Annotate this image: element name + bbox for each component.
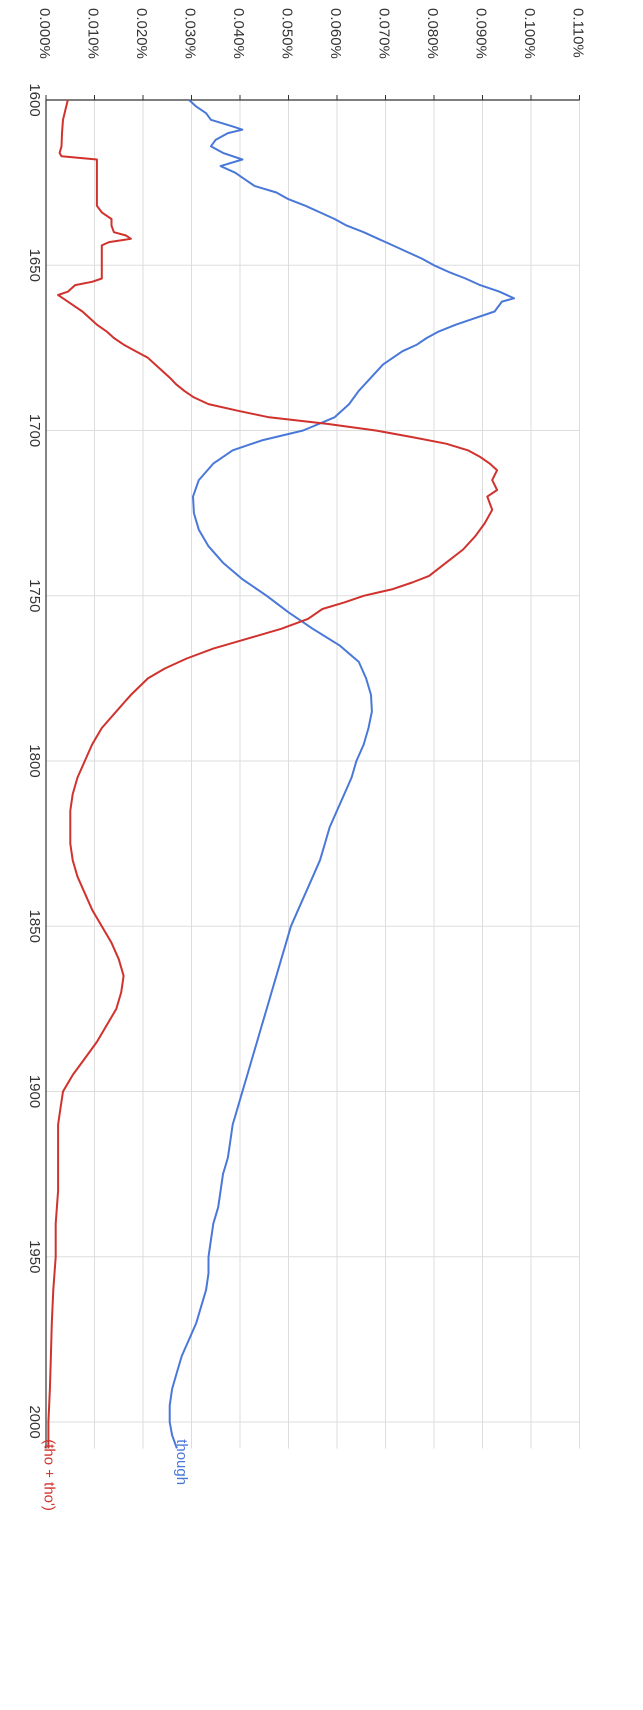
year-tick-label: 1750 [26,579,43,612]
series-lines [47,99,515,1449]
year-tick-label: 1850 [26,910,43,943]
year-tick-label: 1700 [26,414,43,447]
year-tick-label: 1950 [26,1240,43,1273]
year-tick-label: 1900 [26,1075,43,1108]
year-tick-label: 2000 [26,1405,43,1438]
series-line-0 [168,99,515,1449]
value-tick-label: 0.010% [85,8,102,59]
value-tick-label: 0.070% [376,8,393,59]
value-tick-label: 0.020% [133,8,150,59]
value-tick-label: 0.000% [36,8,53,59]
year-tick-label: 1600 [26,83,43,116]
series-line-1 [47,99,499,1449]
series-end-label: (tho + tho') [40,1439,57,1511]
value-tick-label: 0.090% [473,8,490,59]
grid-lines [45,99,580,1449]
year-tick-label: 1800 [26,744,43,777]
value-tick-label: 0.080% [424,8,441,59]
tick-labels: 0.000% 0.010% 0.020% 0.030% 0.040% 0.050% 0.06… [26,8,587,1511]
value-tick-label: 0.040% [230,8,247,59]
series-end-label: though [173,1439,190,1485]
value-tick-label: 0.050% [279,8,296,59]
value-tick-label: 0.100% [521,8,538,59]
value-tick-label: 0.060% [327,8,344,59]
value-tick-label: 0.030% [182,8,199,59]
year-tick-label: 1650 [26,249,43,282]
value-tick-label: 0.110% [570,8,587,58]
axes [45,95,580,1449]
